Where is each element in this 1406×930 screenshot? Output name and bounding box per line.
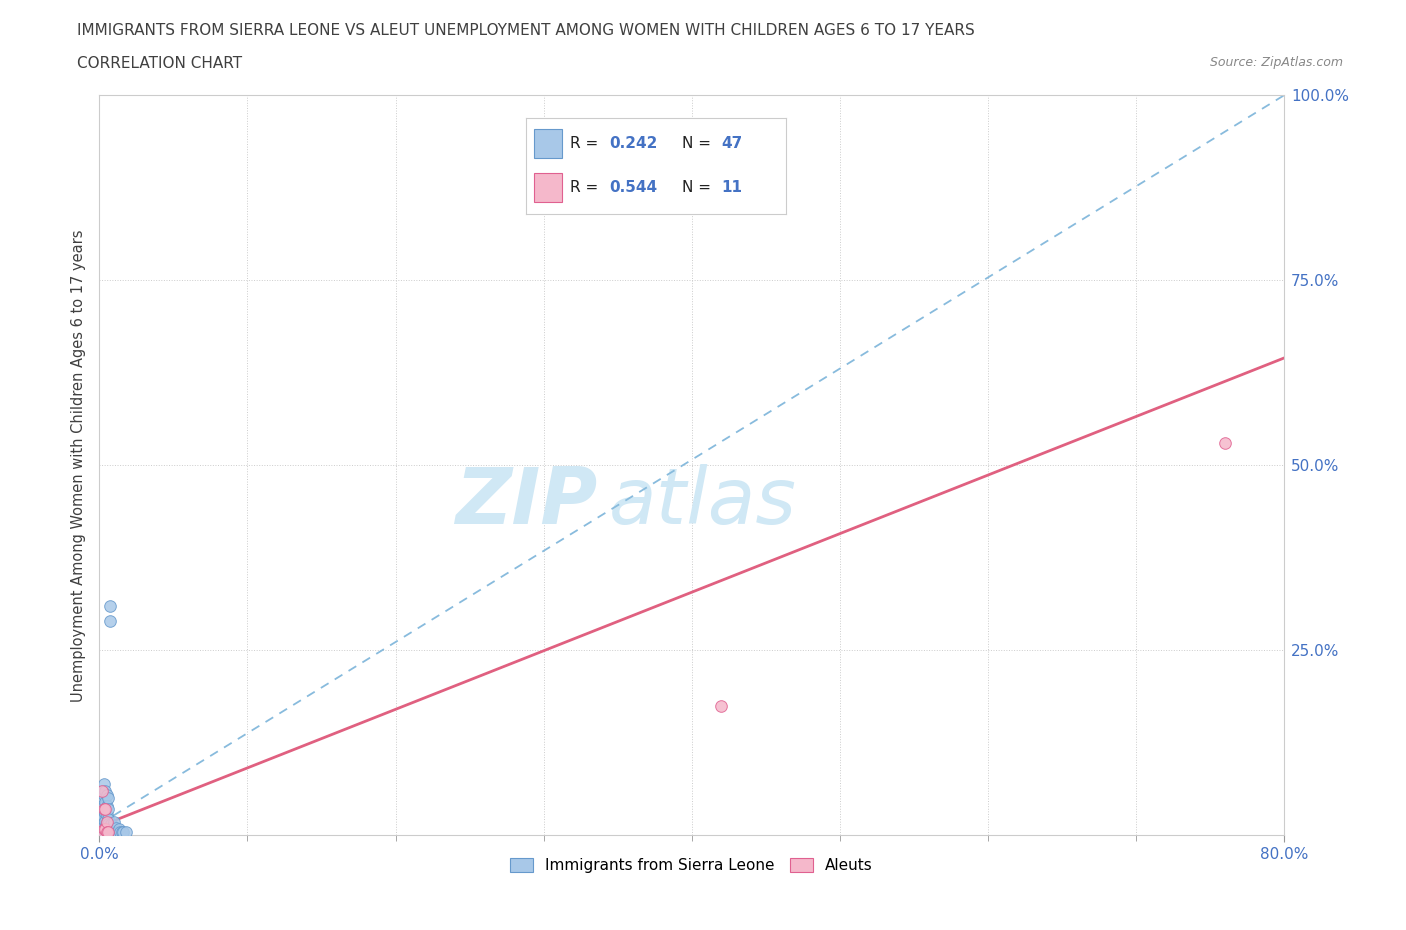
Point	[91, 790, 114, 805]
Point	[91, 809, 114, 824]
Point	[91, 783, 114, 798]
Point	[94, 802, 117, 817]
Point	[90, 824, 112, 839]
Point	[115, 824, 138, 839]
Point	[112, 824, 135, 839]
Legend: Immigrants from Sierra Leone, Aleuts: Immigrants from Sierra Leone, Aleuts	[505, 852, 879, 880]
Point	[96, 815, 118, 830]
Text: Source: ZipAtlas.com: Source: ZipAtlas.com	[1209, 56, 1343, 69]
Point	[91, 817, 114, 831]
Point	[94, 813, 117, 828]
Point	[93, 824, 115, 839]
Point	[97, 802, 120, 817]
Point	[100, 817, 122, 831]
Point	[93, 798, 115, 813]
Point	[91, 822, 114, 837]
Point	[96, 798, 118, 813]
Point	[90, 813, 112, 828]
Text: IMMIGRANTS FROM SIERRA LEONE VS ALEUT UNEMPLOYMENT AMONG WOMEN WITH CHILDREN AGE: IMMIGRANTS FROM SIERRA LEONE VS ALEUT UN…	[77, 23, 976, 38]
Point	[97, 824, 120, 839]
Point	[96, 815, 118, 830]
Y-axis label: Unemployment Among Women with Children Ages 6 to 17 years: Unemployment Among Women with Children A…	[72, 229, 86, 701]
Point	[111, 824, 134, 839]
Point	[98, 599, 121, 614]
Point	[94, 783, 117, 798]
Point	[105, 824, 128, 839]
Point	[710, 698, 733, 713]
Point	[94, 824, 117, 839]
Point	[96, 787, 118, 802]
Point	[103, 815, 125, 830]
Point	[101, 819, 124, 834]
Point	[94, 820, 117, 835]
Point	[93, 802, 115, 817]
Point	[97, 790, 120, 805]
Point	[97, 812, 120, 827]
Point	[107, 822, 129, 837]
Point	[94, 822, 117, 837]
Point	[98, 613, 121, 628]
Point	[97, 822, 120, 837]
Point	[108, 824, 131, 839]
Point	[96, 824, 118, 839]
Point	[1213, 436, 1236, 451]
Point	[98, 822, 121, 837]
Point	[96, 820, 118, 835]
Point	[93, 787, 115, 802]
Point	[93, 809, 115, 824]
Text: atlas: atlas	[609, 464, 797, 540]
Point	[93, 822, 115, 837]
Text: CORRELATION CHART: CORRELATION CHART	[77, 56, 242, 71]
Point	[90, 817, 112, 831]
Point	[91, 798, 114, 813]
Point	[93, 819, 115, 834]
Point	[103, 824, 125, 839]
Point	[100, 824, 122, 839]
Point	[104, 820, 127, 835]
Point	[96, 824, 118, 839]
Point	[90, 820, 112, 835]
Point	[96, 807, 118, 822]
Point	[94, 794, 117, 809]
Text: ZIP: ZIP	[454, 464, 598, 540]
Point	[94, 805, 117, 820]
Point	[93, 776, 115, 790]
Point	[97, 817, 120, 831]
Point	[91, 783, 114, 798]
